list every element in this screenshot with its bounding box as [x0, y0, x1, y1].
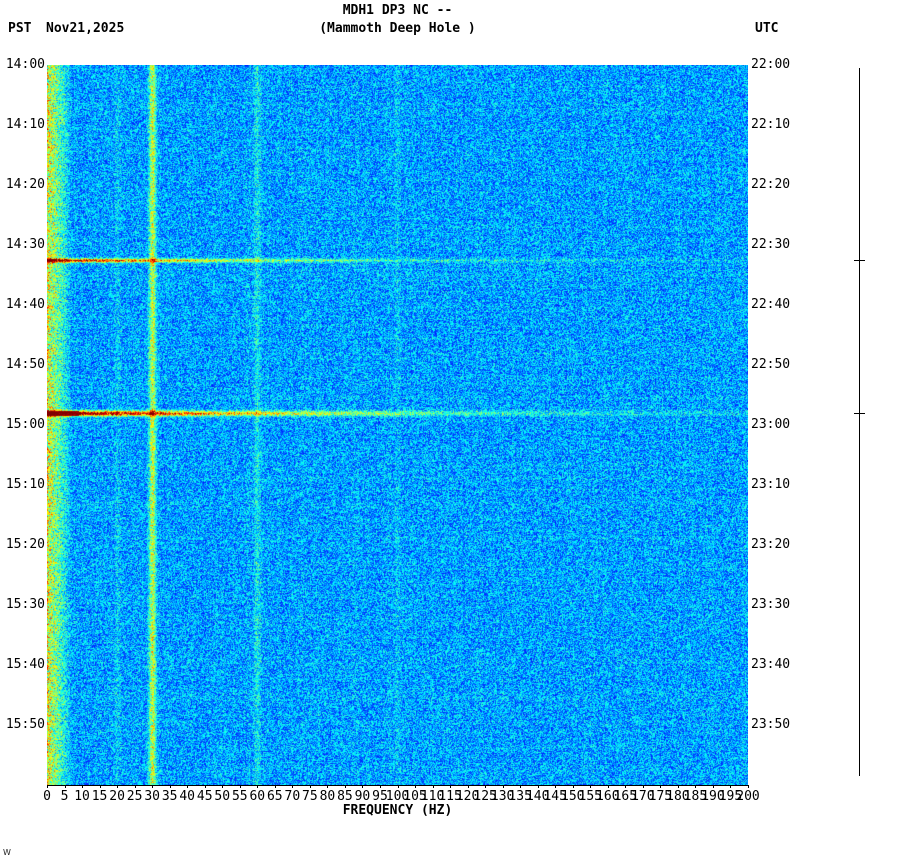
frequency-tick-label: 70 — [284, 789, 301, 804]
right-time-tick: 22:30 — [751, 237, 791, 252]
frequency-tick-label: 190 — [701, 789, 725, 804]
frequency-tick-label: 20 — [109, 789, 125, 804]
left-time-tick: 15:20 — [5, 537, 45, 552]
frequency-tick-label: 135 — [508, 789, 532, 804]
right-time-tick: 22:10 — [751, 117, 791, 132]
frequency-tick-label: 145 — [543, 789, 567, 804]
frequency-tick-label: 185 — [683, 789, 708, 804]
timezone-right-label: UTC — [755, 21, 779, 36]
right-time-tick: 22:50 — [751, 357, 791, 372]
left-time-tick: 14:10 — [5, 117, 45, 132]
right-time-tick: 23:40 — [751, 657, 791, 672]
frequency-tick-label: 140 — [525, 789, 550, 804]
frequency-axis-label: FREQUENCY (HZ) — [342, 803, 453, 818]
right-time-tick: 23:50 — [751, 717, 791, 732]
frequency-tick-label: 30 — [144, 789, 160, 804]
frequency-tick-mark — [748, 785, 749, 788]
frequency-tick-label: 100 — [385, 789, 410, 804]
spectrogram-heatmap — [47, 65, 748, 785]
right-time-tick: 23:20 — [751, 537, 791, 552]
frequency-tick-label: 150 — [561, 789, 585, 804]
timezone-left-label: PST — [8, 21, 32, 36]
left-time-tick: 14:00 — [5, 57, 45, 72]
frequency-tick-label: 105 — [403, 789, 427, 804]
frequency-tick-label: 85 — [337, 789, 353, 804]
frequency-tick-label: 120 — [455, 789, 480, 804]
frequency-tick-label: 75 — [302, 789, 318, 804]
frequency-tick-label: 170 — [631, 789, 655, 804]
right-time-tick: 22:40 — [751, 297, 791, 312]
frequency-tick-label: 95 — [372, 789, 388, 804]
frequency-tick-label: 80 — [319, 789, 336, 804]
watermark-glyph: W — [3, 848, 11, 857]
frequency-tick-label: 195 — [718, 789, 743, 804]
frequency-tick-label: 175 — [648, 789, 673, 804]
left-time-tick: 14:40 — [5, 297, 45, 312]
frequency-tick-label: 200 — [736, 789, 760, 804]
frequency-tick-label: 180 — [666, 789, 690, 804]
frequency-tick-label: 110 — [420, 789, 445, 804]
left-time-tick: 14:30 — [5, 237, 45, 252]
date-label: Nov21,2025 — [46, 21, 125, 36]
frequency-tick-label: 15 — [91, 789, 108, 804]
frequency-tick-label: 0 — [43, 789, 51, 804]
right-time-tick: 22:00 — [751, 57, 791, 72]
amplitude-scale-bar — [859, 68, 860, 776]
frequency-tick-label: 40 — [179, 789, 196, 804]
frequency-tick-label: 125 — [473, 789, 497, 804]
page-title: MDH1 DP3 NC -- — [342, 3, 453, 18]
frequency-tick-label: 115 — [438, 789, 462, 804]
right-time-tick: 23:30 — [751, 597, 791, 612]
frequency-tick-label: 60 — [249, 789, 266, 804]
frequency-tick-label: 130 — [490, 789, 515, 804]
frequency-tick-label: 10 — [74, 789, 90, 804]
frequency-tick-label: 50 — [214, 789, 231, 804]
left-time-tick: 15:30 — [5, 597, 45, 612]
frequency-tick-label: 25 — [126, 789, 143, 804]
right-time-tick: 22:20 — [751, 177, 791, 192]
frequency-tick-label: 90 — [354, 789, 371, 804]
frequency-tick-label: 165 — [613, 789, 638, 804]
frequency-tick-label: 45 — [196, 789, 213, 804]
frequency-tick-label: 155 — [578, 789, 602, 804]
frequency-tick-label: 35 — [161, 789, 178, 804]
left-time-tick: 15:10 — [5, 477, 45, 492]
frequency-tick-label: 160 — [596, 789, 620, 804]
frequency-axis-line — [47, 785, 748, 786]
left-time-tick: 15:50 — [5, 717, 45, 732]
frequency-tick-label: 65 — [266, 789, 283, 804]
left-time-tick: 15:40 — [5, 657, 45, 672]
right-time-tick: 23:00 — [751, 417, 791, 432]
page-subtitle: (Mammoth Deep Hole ) — [319, 21, 476, 36]
right-time-tick: 23:10 — [751, 477, 791, 492]
left-time-tick: 14:50 — [5, 357, 45, 372]
left-time-tick: 14:20 — [5, 177, 45, 192]
frequency-tick-label: 5 — [60, 789, 69, 804]
frequency-tick-label: 55 — [231, 789, 248, 804]
left-time-tick: 15:00 — [5, 417, 45, 432]
